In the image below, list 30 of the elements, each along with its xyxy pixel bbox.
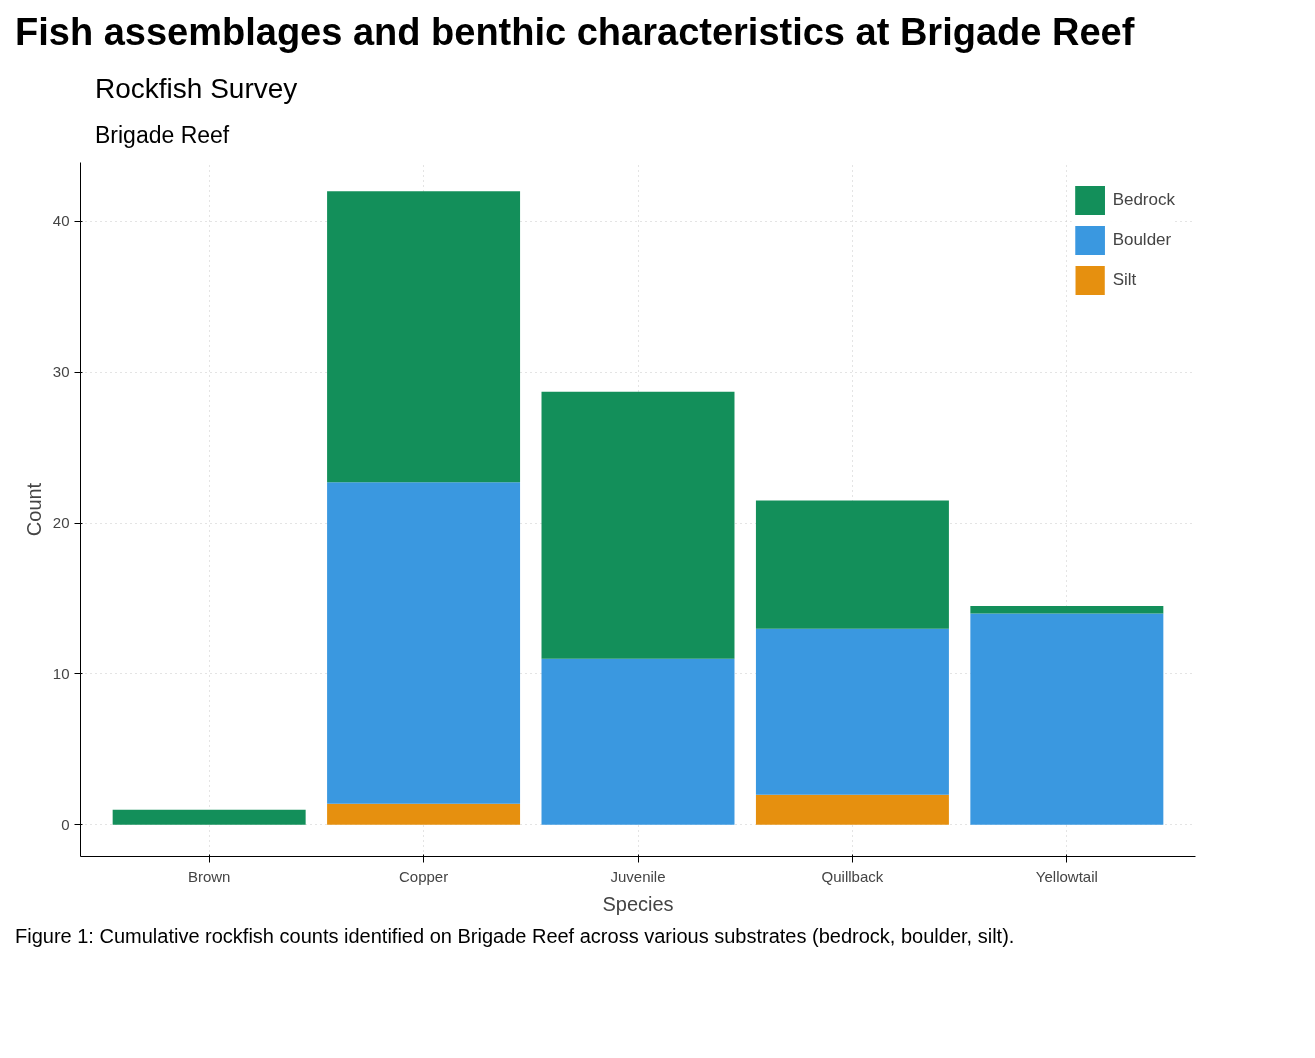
bar — [327, 482, 521, 804]
bar — [755, 628, 949, 795]
y-tick-label: 30 — [52, 363, 70, 381]
legend-label: Silt — [1112, 270, 1137, 291]
y-tick-label: 40 — [52, 212, 70, 230]
legend-label: Boulder — [1112, 230, 1172, 251]
bar — [755, 500, 949, 629]
bar — [541, 658, 735, 825]
x-tick-label: Juvenile — [610, 867, 666, 885]
bar — [327, 191, 521, 483]
y-axis-title: Count — [22, 482, 45, 537]
y-tick-label: 10 — [52, 665, 70, 683]
bar — [755, 794, 949, 825]
x-axis-title: Species — [602, 892, 674, 915]
y-tick-label: 0 — [61, 815, 70, 833]
bar — [970, 613, 1164, 825]
bar — [112, 809, 306, 825]
x-tick-label: Copper — [398, 867, 449, 885]
chart-title: Fish assemblages and benthic characteristics at Brigade Reef — [15, 10, 1135, 55]
x-tick-label: Quillback — [821, 867, 884, 885]
bar — [327, 803, 521, 825]
y-tick-label: 20 — [52, 514, 70, 532]
chart-subtitle: Rockfish Survey — [95, 72, 298, 107]
legend-label: Bedrock — [1112, 190, 1175, 211]
bar — [970, 606, 1164, 614]
caption: Figure 1: Cumulative rockfish counts identified on Brigade Reef across various substrates (bedrock, boulder, silt). — [15, 924, 1015, 950]
x-tick-label: Brown — [187, 867, 231, 885]
x-tick-label: Yellowtail — [1035, 867, 1098, 885]
bar — [541, 391, 735, 659]
text: Brigade Reef — [95, 121, 230, 151]
